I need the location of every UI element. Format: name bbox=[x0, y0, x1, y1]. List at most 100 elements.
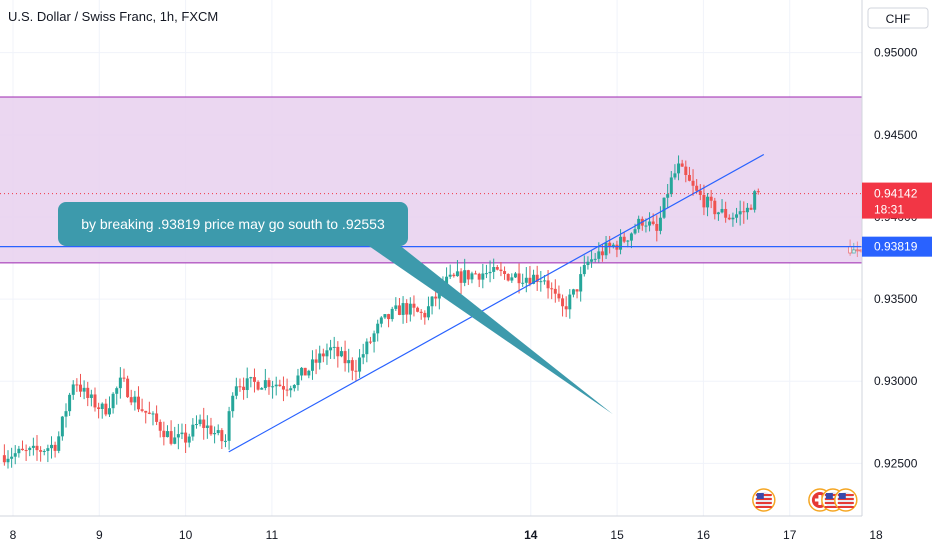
candle bbox=[267, 377, 271, 395]
time-tick-label: 18 bbox=[869, 528, 883, 542]
candle-body bbox=[662, 197, 666, 218]
candle bbox=[753, 189, 757, 213]
candle-body bbox=[17, 448, 21, 454]
candle-body bbox=[724, 208, 728, 218]
candle-body bbox=[503, 271, 507, 275]
candle-body bbox=[376, 323, 380, 334]
projection-candle bbox=[855, 241, 860, 258]
candle bbox=[426, 296, 430, 321]
candle bbox=[339, 346, 343, 358]
event-badges[interactable] bbox=[752, 488, 932, 512]
candle-body bbox=[532, 274, 536, 284]
candle bbox=[390, 306, 394, 322]
candle-body bbox=[484, 273, 488, 275]
candle bbox=[713, 197, 717, 220]
candle bbox=[281, 376, 285, 402]
candle-body bbox=[546, 280, 550, 289]
candle bbox=[118, 367, 122, 399]
candle-body bbox=[419, 311, 423, 313]
candle-body bbox=[184, 432, 188, 443]
candle bbox=[622, 232, 626, 244]
candle-body bbox=[339, 351, 343, 357]
candle bbox=[318, 345, 322, 370]
candle-body bbox=[78, 384, 82, 392]
candle bbox=[401, 296, 405, 324]
candle-body bbox=[321, 353, 325, 357]
candle bbox=[260, 387, 264, 390]
candle bbox=[709, 189, 713, 209]
candle-body bbox=[64, 411, 68, 417]
candle-body bbox=[278, 384, 282, 387]
candle bbox=[484, 264, 488, 279]
candle bbox=[698, 184, 702, 201]
candle bbox=[191, 418, 195, 441]
candle bbox=[274, 376, 278, 396]
candle bbox=[187, 433, 191, 448]
candle-body bbox=[680, 163, 684, 167]
candle-body bbox=[629, 233, 633, 241]
candle-body bbox=[336, 346, 340, 357]
candle bbox=[263, 368, 267, 391]
time-tick-label: 9 bbox=[96, 528, 103, 542]
candle-body bbox=[695, 185, 699, 191]
candle-body bbox=[397, 305, 401, 315]
candle-body bbox=[365, 341, 369, 355]
candle-body bbox=[155, 413, 159, 422]
candle bbox=[303, 367, 307, 376]
candle-body bbox=[401, 303, 405, 315]
candle bbox=[78, 373, 82, 398]
time-tick-label: 16 bbox=[697, 528, 711, 542]
candle-body bbox=[539, 281, 543, 283]
candle-body bbox=[310, 359, 314, 371]
candle-body bbox=[510, 277, 514, 281]
candle bbox=[289, 385, 293, 398]
candle-body bbox=[684, 166, 688, 175]
candle-body bbox=[49, 444, 53, 449]
candle bbox=[644, 218, 648, 233]
candle bbox=[528, 266, 532, 287]
candle-body bbox=[633, 229, 637, 234]
candle bbox=[31, 437, 35, 456]
candle bbox=[2, 444, 6, 466]
candle bbox=[488, 260, 492, 283]
candle bbox=[354, 359, 358, 382]
candle-body bbox=[89, 394, 93, 398]
candle-body bbox=[231, 395, 235, 412]
candle-body bbox=[147, 412, 151, 414]
candle-body bbox=[753, 191, 757, 210]
flag-stripe bbox=[755, 502, 772, 504]
countdown-label: 18:31 bbox=[874, 203, 904, 217]
candle bbox=[383, 314, 387, 320]
price-axis[interactable]: CHF0.950000.945000.940000.935000.930000.… bbox=[861, 0, 932, 550]
candle bbox=[24, 444, 28, 461]
candle-body bbox=[162, 430, 166, 438]
candle-body bbox=[735, 214, 739, 218]
candle bbox=[60, 415, 64, 441]
candle-body bbox=[35, 445, 39, 451]
candle bbox=[720, 199, 724, 214]
candle-body bbox=[238, 386, 242, 388]
candle bbox=[716, 211, 720, 221]
candle-body bbox=[564, 306, 568, 310]
candle bbox=[39, 446, 43, 462]
candle bbox=[307, 369, 311, 379]
drawn-lines[interactable] bbox=[0, 153, 862, 453]
candle bbox=[205, 415, 209, 439]
candle-body bbox=[855, 249, 860, 252]
time-tick-label: 15 bbox=[610, 528, 624, 542]
candle-body bbox=[416, 307, 420, 312]
candle bbox=[564, 296, 568, 318]
candle-body bbox=[86, 387, 90, 398]
annotation-callout[interactable]: by breaking .93819 price may go south to… bbox=[58, 202, 613, 415]
projection-candle bbox=[851, 242, 856, 254]
candle bbox=[738, 200, 742, 226]
candle bbox=[35, 435, 39, 461]
time-axis[interactable]: 891011141516171821 bbox=[0, 515, 932, 550]
candle-body bbox=[332, 346, 336, 348]
candle bbox=[524, 267, 528, 293]
candle-body bbox=[459, 271, 463, 283]
candle-body bbox=[242, 386, 246, 391]
flag-canton bbox=[825, 493, 833, 499]
candle-body bbox=[296, 375, 300, 386]
